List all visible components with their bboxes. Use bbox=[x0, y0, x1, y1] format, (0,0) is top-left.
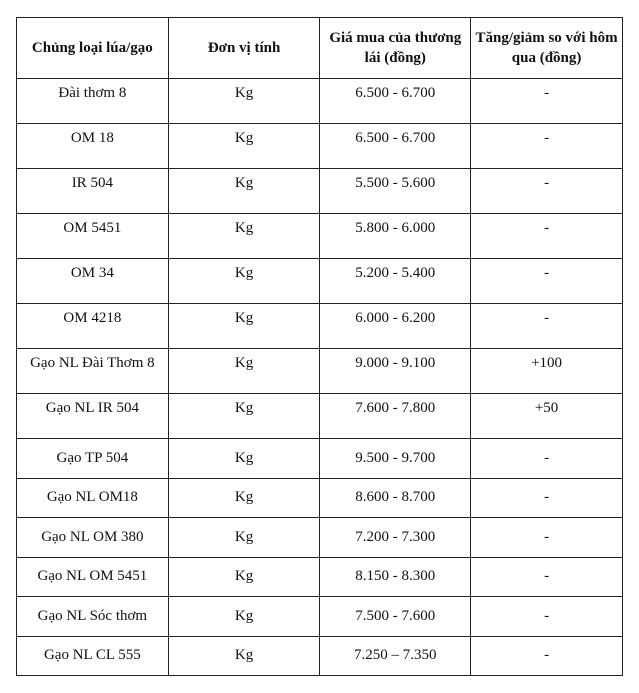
table-row: Đài thơm 8 Kg 6.500 - 6.700- bbox=[16, 78, 623, 124]
cell-price: 8.600 - 8.700 bbox=[319, 477, 472, 518]
cell-price: 7.200 - 7.300 bbox=[319, 517, 472, 558]
cell-change: - bbox=[470, 213, 623, 259]
table-row: Gạo NL Đài Thơm 8 Kg 9.000 - 9.100 +100 bbox=[16, 348, 623, 394]
cell-change: - bbox=[470, 123, 623, 169]
cell-change: - bbox=[470, 258, 623, 304]
cell-change: +100 bbox=[470, 348, 623, 394]
cell-change: - bbox=[470, 556, 623, 597]
table-row: Gạo NL OM18 Kg 8.600 - 8.700- bbox=[16, 477, 623, 518]
cell-unit: Kg bbox=[167, 168, 321, 214]
cell-variety: Gạo TP 504 bbox=[16, 438, 169, 479]
cell-unit: Kg bbox=[167, 477, 321, 518]
cell-change: +50 bbox=[470, 393, 623, 439]
cell-variety: Gạo NL Sóc thơm bbox=[16, 596, 169, 637]
header-price: Giá mua của thương lái (đồng) bbox=[319, 17, 472, 79]
cell-change: - bbox=[470, 78, 623, 124]
cell-change: - bbox=[470, 438, 623, 479]
cell-change: - bbox=[470, 517, 623, 558]
cell-price: 5.500 - 5.600 bbox=[319, 168, 472, 214]
table-row: Gạo NL OM 380 Kg 7.200 - 7.300- bbox=[16, 517, 623, 558]
cell-variety: OM 18 bbox=[16, 123, 169, 169]
cell-price: 5.200 - 5.400 bbox=[319, 258, 472, 304]
table-row: Gạo NL OM 5451 Kg 8.150 - 8.300- bbox=[16, 556, 623, 597]
cell-change: - bbox=[470, 168, 623, 214]
cell-price: 6.500 - 6.700 bbox=[319, 123, 472, 169]
cell-price: 5.800 - 6.000 bbox=[319, 213, 472, 259]
cell-change: - bbox=[470, 477, 623, 518]
cell-price: 6.500 - 6.700 bbox=[319, 78, 472, 124]
cell-change: - bbox=[470, 303, 623, 349]
cell-price: 7.250 – 7.350 bbox=[319, 635, 472, 676]
cell-variety: Gạo NL IR 504 bbox=[16, 393, 169, 439]
cell-unit: Kg bbox=[167, 517, 321, 558]
table-row: Gạo NL CL 555 Kg 7.250 – 7.350- bbox=[16, 635, 623, 676]
table-row: OM 18 Kg 6.500 - 6.700- bbox=[16, 123, 623, 169]
cell-price: 6.000 - 6.200 bbox=[319, 303, 472, 349]
cell-price: 7.500 - 7.600 bbox=[319, 596, 472, 637]
cell-unit: Kg bbox=[167, 635, 321, 676]
header-change: Tăng/giảm so với hôm qua (đồng) bbox=[470, 17, 623, 79]
cell-variety: Gạo NL Đài Thơm 8 bbox=[16, 348, 169, 394]
header-row: Chủng loại lúa/gạo Đơn vị tính Giá mua c… bbox=[16, 17, 623, 79]
cell-variety: Gạo NL OM 5451 bbox=[16, 556, 169, 597]
table-row: Gạo NL Sóc thơm Kg 7.500 - 7.600- bbox=[16, 596, 623, 637]
cell-change: - bbox=[470, 596, 623, 637]
cell-price: 9.000 - 9.100 bbox=[319, 348, 472, 394]
cell-variety: Gạo NL OM18 bbox=[16, 477, 169, 518]
table-row: OM 5451 Kg 5.800 - 6.000- bbox=[16, 213, 623, 259]
cell-unit: Kg bbox=[167, 596, 321, 637]
cell-variety: OM 4218 bbox=[16, 303, 169, 349]
cell-price: 9.500 - 9.700 bbox=[319, 438, 472, 479]
cell-unit: Kg bbox=[167, 393, 321, 439]
cell-variety: OM 34 bbox=[16, 258, 169, 304]
cell-unit: Kg bbox=[167, 348, 321, 394]
cell-variety: OM 5451 bbox=[16, 213, 169, 259]
cell-variety: Gạo NL CL 555 bbox=[16, 635, 169, 676]
cell-price: 8.150 - 8.300 bbox=[319, 556, 472, 597]
cell-change: - bbox=[470, 635, 623, 676]
rice-price-table: Chủng loại lúa/gạo Đơn vị tính Giá mua c… bbox=[16, 17, 623, 676]
table-row: Gạo TP 504 Kg 9.500 - 9.700- bbox=[16, 438, 623, 479]
cell-variety: IR 504 bbox=[16, 168, 169, 214]
cell-variety: Đài thơm 8 bbox=[16, 78, 169, 124]
cell-unit: Kg bbox=[167, 78, 321, 124]
cell-price: 7.600 - 7.800 bbox=[319, 393, 472, 439]
cell-unit: Kg bbox=[167, 438, 321, 479]
cell-unit: Kg bbox=[167, 123, 321, 169]
header-unit: Đơn vị tính bbox=[167, 17, 321, 79]
table-row: Gạo NL IR 504 Kg 7.600 - 7.800 +50 bbox=[16, 393, 623, 439]
table-row: IR 504 Kg 5.500 - 5.600- bbox=[16, 168, 623, 214]
cell-unit: Kg bbox=[167, 258, 321, 304]
cell-unit: Kg bbox=[167, 213, 321, 259]
cell-unit: Kg bbox=[167, 556, 321, 597]
cell-unit: Kg bbox=[167, 303, 321, 349]
table-row: OM 34 Kg 5.200 - 5.400- bbox=[16, 258, 623, 304]
header-variety: Chủng loại lúa/gạo bbox=[16, 17, 169, 79]
cell-variety: Gạo NL OM 380 bbox=[16, 517, 169, 558]
table-row: OM 4218 Kg 6.000 - 6.200- bbox=[16, 303, 623, 349]
